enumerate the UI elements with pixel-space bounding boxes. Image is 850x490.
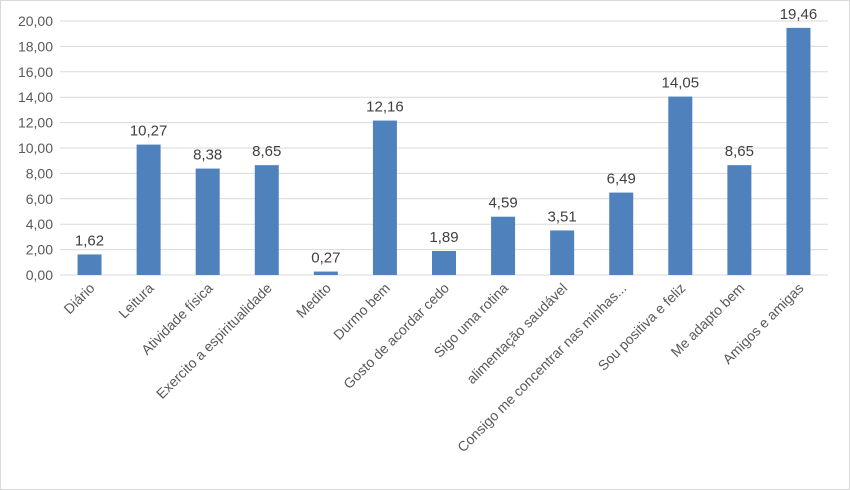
data-label: 14,05 — [662, 75, 700, 92]
bar — [491, 216, 516, 275]
data-label: 6,49 — [607, 171, 636, 188]
data-label: 1,62 — [75, 232, 104, 249]
bar — [254, 165, 279, 275]
bar — [313, 271, 338, 275]
data-labels: 1,62 10,27 8,38 8,65 0,27 12,16 1,89 4,59 3,51 6,… — [75, 6, 817, 267]
bar — [668, 96, 693, 275]
bar — [786, 27, 811, 275]
data-label: 12,16 — [366, 99, 404, 116]
bar — [372, 120, 397, 276]
y-tick-label: 20,00 — [18, 13, 53, 29]
y-tick-label: 18,00 — [18, 38, 53, 54]
y-tick-label: 4,00 — [26, 216, 53, 232]
gridlines — [60, 20, 828, 276]
x-category-label: Medito — [293, 280, 334, 321]
x-category-label: Gosto de acordar cedo — [340, 280, 452, 392]
y-tick-label: 0,00 — [26, 267, 53, 283]
data-label: 0,27 — [311, 250, 340, 267]
data-label: 4,59 — [488, 195, 517, 212]
x-category-label: Diário — [60, 280, 97, 317]
y-tick-label: 10,00 — [18, 140, 53, 156]
bar — [195, 168, 220, 275]
y-axis-ticks: 0,00 2,00 4,00 6,00 8,00 10,00 12,00 14,00 16,00… — [18, 13, 53, 283]
x-category-label: alimentação saudável — [463, 280, 570, 387]
data-label: 10,27 — [130, 123, 168, 140]
bar — [550, 230, 575, 275]
data-label: 8,65 — [252, 143, 281, 160]
bar — [136, 144, 161, 275]
y-tick-label: 8,00 — [26, 165, 53, 181]
data-label: 8,38 — [193, 147, 222, 164]
bar — [77, 254, 102, 275]
y-tick-label: 2,00 — [26, 242, 53, 258]
data-label: 8,65 — [725, 143, 754, 160]
x-category-label: Leitura — [115, 280, 157, 322]
data-label: 1,89 — [429, 229, 458, 246]
y-tick-label: 14,00 — [18, 89, 53, 105]
bar — [727, 165, 752, 275]
y-tick-label: 12,00 — [18, 115, 53, 131]
x-category-label: Durmo bem — [330, 280, 393, 343]
y-tick-label: 6,00 — [26, 191, 53, 207]
bars — [77, 27, 811, 276]
bar — [432, 250, 456, 275]
bar — [609, 192, 634, 275]
data-label: 19,46 — [780, 6, 818, 23]
x-category-label: Exercito a espiritualidade — [153, 280, 275, 402]
data-label: 3,51 — [548, 208, 577, 225]
y-tick-label: 16,00 — [18, 64, 53, 80]
